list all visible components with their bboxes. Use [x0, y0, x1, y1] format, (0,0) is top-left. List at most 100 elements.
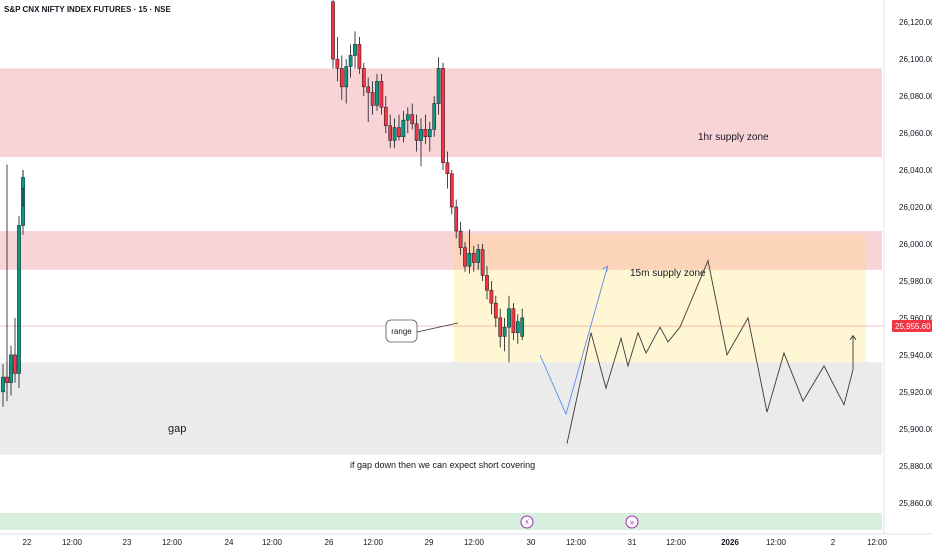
candle	[449, 170, 454, 215]
candle-body	[520, 317, 525, 337]
candle-body	[392, 127, 397, 141]
candle-body	[419, 129, 423, 141]
last-price-tag	[892, 320, 932, 333]
candle-body	[13, 354, 17, 374]
y-tick-label: 25,860.00	[899, 499, 932, 508]
y-tick-label: 26,060.00	[899, 129, 932, 138]
x-tick-label: 31	[628, 538, 637, 547]
candle	[405, 107, 410, 134]
y-tick-label: 25,940.00	[899, 351, 932, 360]
candle	[392, 118, 397, 148]
x-tick-label: 12:00	[162, 538, 183, 547]
bottom-band	[0, 513, 882, 530]
candle	[493, 295, 498, 328]
candle-body	[485, 275, 489, 291]
candle	[331, 0, 335, 69]
candle-body	[361, 68, 366, 88]
gap-label: gap	[168, 423, 186, 435]
y-tick-label: 26,000.00	[899, 240, 932, 249]
candle-body	[1, 376, 5, 393]
candle	[383, 96, 388, 134]
candle-body	[17, 225, 21, 374]
candle-body	[480, 249, 485, 276]
x-tick-label: 12:00	[867, 538, 888, 547]
candle-body	[5, 376, 9, 383]
candle	[414, 114, 419, 152]
candle	[454, 199, 459, 239]
candle-body	[357, 44, 362, 69]
candle	[419, 118, 423, 167]
lightning-icon[interactable]: ⚡	[520, 515, 534, 529]
range-pointer	[416, 322, 459, 333]
x-tick-label: 12:00	[262, 538, 283, 547]
lightning-icon-ring	[520, 515, 534, 529]
fast-forward-icon[interactable]: »	[625, 515, 639, 529]
x-tick-label: 22	[23, 538, 32, 547]
black-arrow-head	[849, 334, 857, 340]
candle	[375, 73, 379, 111]
gap-note: if gap down then we can expect short cov…	[350, 460, 535, 470]
annotations: range gap if gap down then we can expect s…	[168, 319, 639, 529]
x-tick-label: 2	[831, 538, 836, 547]
candle-body	[21, 177, 25, 189]
candle	[353, 31, 357, 69]
candle-body	[348, 55, 353, 67]
y-tick-label: 26,100.00	[899, 55, 932, 64]
candle-body	[379, 81, 384, 108]
candle-body	[471, 252, 476, 263]
candle	[463, 242, 467, 272]
x-tick-label: 30	[527, 538, 536, 547]
candle-body	[375, 81, 379, 106]
candle-body	[449, 173, 454, 208]
candle-body	[427, 129, 432, 138]
candle-body	[476, 249, 481, 263]
y-axis: 25,860.00 25,880.00 25,900.00 25,920.00 25,9…	[883, 0, 932, 534]
y-tick-label: 26,120.00	[899, 18, 932, 27]
candle-body	[489, 289, 494, 304]
candle	[445, 151, 450, 189]
candle	[370, 81, 375, 115]
y-tick-label: 26,040.00	[899, 166, 932, 175]
projections	[539, 259, 857, 444]
candle-body	[370, 92, 375, 106]
candle	[401, 110, 406, 143]
supply-zone-15m-label: 15m supply zone	[630, 268, 706, 279]
candle	[502, 317, 507, 352]
candle	[17, 216, 21, 389]
candle-body	[454, 206, 459, 232]
candle-body	[344, 66, 349, 88]
y-tick-label: 26,020.00	[899, 203, 932, 212]
candle	[344, 59, 349, 104]
x-tick-label: 12:00	[363, 538, 384, 547]
candle	[357, 36, 362, 74]
candles	[1, 0, 525, 407]
candle-body	[366, 86, 371, 93]
candle	[397, 114, 401, 141]
x-tick-label: 12:00	[766, 538, 787, 547]
candle	[458, 221, 463, 256]
candle-body	[463, 247, 467, 267]
candle-body	[445, 162, 450, 174]
x-tick-label: 12:00	[566, 538, 587, 547]
zones: 1hr supply zone 15m supply zone	[0, 68, 884, 530]
y-tick-label: 25,920.00	[899, 388, 932, 397]
candle	[507, 295, 511, 363]
candle-body	[339, 68, 344, 88]
candle-body	[414, 123, 419, 141]
candle	[511, 303, 516, 341]
candle	[498, 308, 503, 348]
candle	[427, 121, 432, 152]
candle	[432, 96, 437, 137]
candle	[471, 245, 476, 272]
candle	[467, 229, 472, 274]
candle-body	[511, 308, 516, 333]
y-tick-label: 25,900.00	[899, 425, 932, 434]
candle-body	[436, 68, 441, 104]
candle-body	[335, 58, 340, 69]
x-tick-label: 26	[325, 538, 334, 547]
candle	[13, 317, 17, 383]
candle	[520, 308, 525, 341]
candle-body	[401, 119, 406, 138]
last-price-label: 25,955.60	[895, 322, 931, 331]
candle	[5, 164, 9, 402]
